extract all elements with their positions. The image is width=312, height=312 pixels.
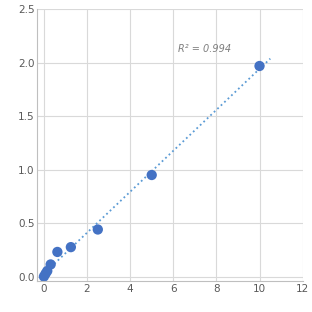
Point xyxy=(95,227,100,232)
Point xyxy=(257,64,262,69)
Point xyxy=(55,250,60,255)
Point xyxy=(45,268,50,273)
Text: R² = 0.994: R² = 0.994 xyxy=(178,44,231,54)
Point xyxy=(41,274,46,279)
Point xyxy=(48,262,53,267)
Point xyxy=(68,245,73,250)
Point xyxy=(43,271,48,276)
Point xyxy=(149,173,154,178)
